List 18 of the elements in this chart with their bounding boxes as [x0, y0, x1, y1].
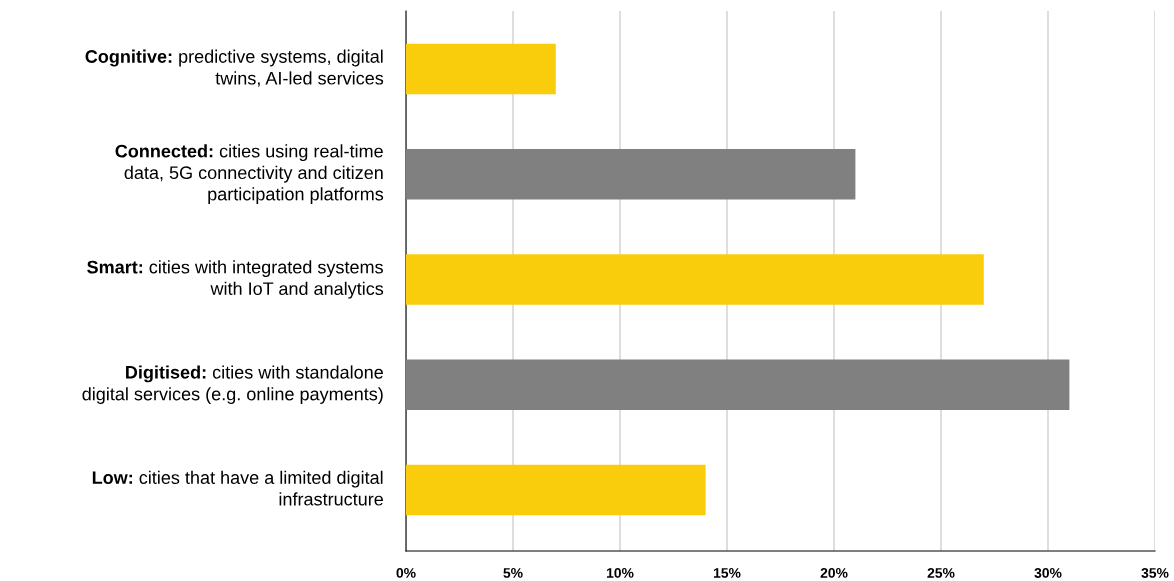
x-tick-label: 35%	[1141, 568, 1169, 578]
y-tick-label: Smart: cities with integrated systems with IoT and analytics	[87, 260, 384, 299]
x-tick-label: 15%	[713, 568, 741, 578]
x-tick-label: 25%	[927, 568, 955, 578]
y-tick-label: Connected: cities using real-time data, 5G connectivity and citizen participation platforms	[115, 144, 384, 205]
x-tick-label: 5%	[503, 568, 523, 578]
bar	[406, 464, 706, 516]
x-tick-label: 30%	[1034, 568, 1062, 578]
y-tick-label: Low: cities that have a limited digital infrastructure	[92, 470, 383, 506]
x-tick-label: 10%	[606, 568, 634, 578]
bar	[406, 148, 856, 200]
bar	[406, 254, 984, 305]
bar	[406, 43, 556, 95]
x-tick-label: 0%	[396, 568, 416, 578]
bar	[406, 359, 1070, 410]
x-tick-label: 20%	[820, 568, 848, 578]
y-tick-label: Digitised: cities with standalone digital services (e.g. online payments)	[82, 365, 383, 404]
y-tick-label: Cognitive: predictive systems, digital twins, AI-led services	[85, 49, 384, 87]
